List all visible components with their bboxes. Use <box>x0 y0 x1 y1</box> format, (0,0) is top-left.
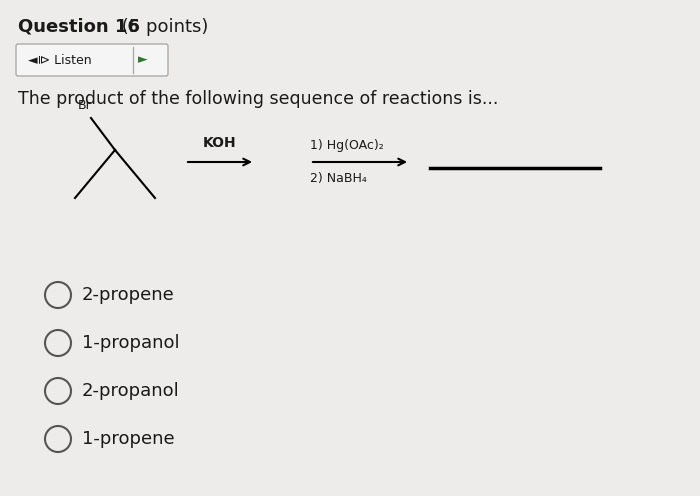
Text: ►: ► <box>138 54 148 66</box>
Text: 2) NaBH₄: 2) NaBH₄ <box>310 172 367 185</box>
Text: Br: Br <box>78 99 92 112</box>
Text: Question 16: Question 16 <box>18 18 140 36</box>
Text: 1-propene: 1-propene <box>82 430 174 448</box>
Text: (5 points): (5 points) <box>116 18 209 36</box>
FancyBboxPatch shape <box>16 44 168 76</box>
Text: KOH: KOH <box>203 136 237 150</box>
Text: ◄⧐ Listen: ◄⧐ Listen <box>28 54 92 66</box>
Text: 2-propene: 2-propene <box>82 286 175 304</box>
Text: The product of the following sequence of reactions is...: The product of the following sequence of… <box>18 90 498 108</box>
Text: 2-propanol: 2-propanol <box>82 382 180 400</box>
Text: 1) Hg(OAc)₂: 1) Hg(OAc)₂ <box>310 139 384 152</box>
Text: 1-propanol: 1-propanol <box>82 334 180 352</box>
